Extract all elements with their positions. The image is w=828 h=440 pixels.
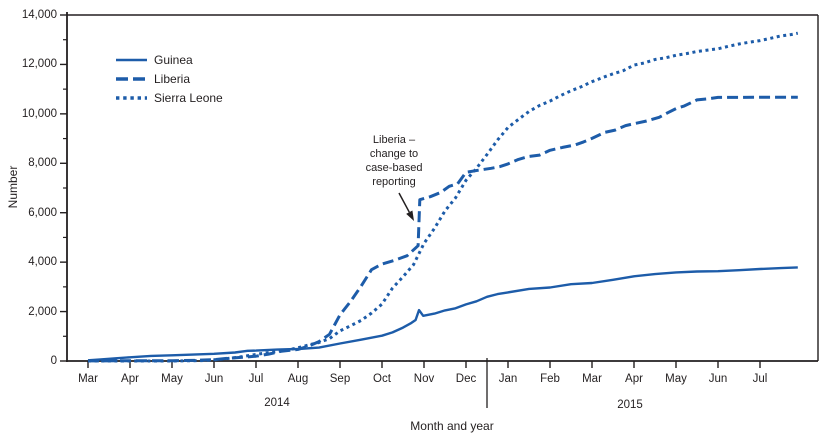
x-axis-title: Month and year (410, 419, 494, 433)
x-tick-label-aug-2014: Aug (287, 373, 309, 385)
sierra-leone-line (88, 31, 799, 363)
year-label-2014: 2014 (264, 397, 290, 409)
x-tick-label-jun-2015: Jun (708, 373, 728, 385)
x-tick-label-apr-2015: Apr (625, 373, 643, 385)
dotted-line-swatch-icon (116, 95, 147, 100)
y-tick-label-2000: 2,000 (28, 305, 57, 318)
annotation-arrow-head (406, 210, 414, 221)
annotation-text-line: Liberia – (372, 134, 416, 146)
y-tick-label-0: 0 (50, 355, 57, 367)
guinea-line (87, 266, 798, 362)
y-tick-label-10000: 10,000 (21, 107, 57, 120)
legend-item-guinea: Guinea (116, 50, 223, 69)
y-tick-label-6000: 6,000 (28, 206, 57, 219)
solid-line-swatch-icon (116, 58, 147, 61)
annotation-arrow-shaft (398, 192, 410, 213)
x-tick-label-dec-2014: Dec (455, 373, 477, 385)
y-axis-title: Number (6, 165, 20, 209)
x-tick-label-nov-2014: Nov (413, 373, 435, 385)
y-tick-label-8000: 8,000 (28, 157, 57, 170)
y-tick-label-12000: 12,000 (21, 58, 57, 71)
x-tick-label-jul-2015: Jul (752, 373, 768, 385)
x-tick-label-oct-2014: Oct (373, 373, 391, 385)
x-tick-label-jul-2014: Jul (248, 373, 264, 385)
legend-item-sierra-leone: Sierra Leone (116, 88, 223, 107)
annotation-text-line: case-based (365, 162, 423, 174)
x-tick-label-mar-2015: Mar (582, 373, 602, 385)
liberia-reporting-annotation: Liberia – change to case-based reporting (366, 133, 423, 189)
liberia-line (87, 95, 798, 363)
x-tick-label-jan-2015: Jan (498, 373, 518, 385)
x-tick-label-feb-2015: Feb (540, 373, 560, 385)
year-label-2015: 2015 (617, 399, 643, 411)
x-tick-label-may-2014: May (161, 373, 183, 385)
legend-item-liberia: Liberia (116, 69, 223, 88)
x-tick-label-apr-2014: Apr (121, 373, 139, 385)
y-tick-label-14000: 14,000 (21, 9, 57, 21)
legend-label-liberia: Liberia (154, 71, 191, 86)
legend-label-guinea: Guinea (154, 52, 193, 67)
dashed-line-swatch-icon (116, 76, 147, 81)
x-tick-label-jun-2014: Jun (204, 373, 224, 385)
x-tick-label-sep-2014: Sep (329, 373, 351, 385)
x-tick-label-mar-2014: Mar (78, 373, 98, 385)
annotation-text-line: change to (369, 148, 419, 160)
x-tick-label-may-2015: May (665, 373, 687, 385)
annotation-text-line: reporting (372, 176, 416, 188)
y-tick-label-4000: 4,000 (28, 256, 57, 269)
legend: Guinea Liberia Sierra Leone (116, 50, 223, 107)
legend-label-sierra-leone: Sierra Leone (154, 90, 223, 105)
